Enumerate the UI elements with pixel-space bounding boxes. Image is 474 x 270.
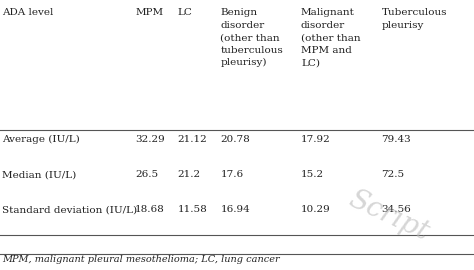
Text: 11.58: 11.58 xyxy=(178,205,208,214)
Text: Malignant
disorder
(other than
MPM and
LC): Malignant disorder (other than MPM and L… xyxy=(301,8,361,67)
Text: MPM: MPM xyxy=(135,8,163,17)
Text: 17.6: 17.6 xyxy=(220,170,244,179)
Text: LC: LC xyxy=(178,8,192,17)
Text: 21.12: 21.12 xyxy=(178,135,208,144)
Text: Benign
disorder
(other than
tuberculous
pleurisy): Benign disorder (other than tuberculous … xyxy=(220,8,283,67)
Text: 26.5: 26.5 xyxy=(135,170,158,179)
Text: Average (IU/L): Average (IU/L) xyxy=(2,135,80,144)
Text: 72.5: 72.5 xyxy=(382,170,405,179)
Text: Script: Script xyxy=(344,186,433,246)
Text: 21.2: 21.2 xyxy=(178,170,201,179)
Text: 18.68: 18.68 xyxy=(135,205,165,214)
Text: 20.78: 20.78 xyxy=(220,135,250,144)
Text: Standard deviation (IU/L): Standard deviation (IU/L) xyxy=(2,205,137,214)
Text: 17.92: 17.92 xyxy=(301,135,331,144)
Text: MPM, malignant pleural mesothelioma; LC, lung cancer: MPM, malignant pleural mesothelioma; LC,… xyxy=(2,255,280,264)
Text: 34.56: 34.56 xyxy=(382,205,411,214)
Text: 32.29: 32.29 xyxy=(135,135,165,144)
Text: 10.29: 10.29 xyxy=(301,205,331,214)
Text: Tuberculous
pleurisy: Tuberculous pleurisy xyxy=(382,8,447,30)
Text: ADA level: ADA level xyxy=(2,8,54,17)
Text: 79.43: 79.43 xyxy=(382,135,411,144)
Text: 15.2: 15.2 xyxy=(301,170,324,179)
Text: 16.94: 16.94 xyxy=(220,205,250,214)
Text: Median (IU/L): Median (IU/L) xyxy=(2,170,77,179)
